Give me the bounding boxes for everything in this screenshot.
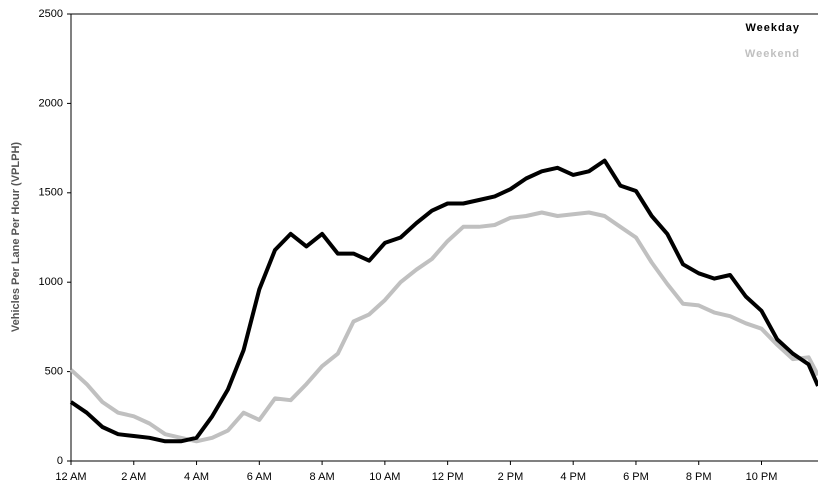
x-tick-label: 2 PM <box>498 471 524 483</box>
x-tick-label: 10 AM <box>369 471 400 483</box>
x-tick-label: 6 PM <box>623 471 649 483</box>
legend-entry: Weekend <box>745 48 800 60</box>
y-tick-label: 0 <box>57 455 63 467</box>
x-tick-label: 8 AM <box>310 471 335 483</box>
x-tick-label: 2 AM <box>121 471 146 483</box>
series-line <box>69 210 818 444</box>
x-tick-label: 12 PM <box>432 471 464 483</box>
x-tick-label: 4 AM <box>184 471 209 483</box>
y-tick-label: 1500 <box>39 187 63 199</box>
x-tick-label: 12 AM <box>55 471 86 483</box>
x-tick-label: 4 PM <box>560 471 586 483</box>
y-tick-label: 2500 <box>39 8 63 20</box>
y-axis-label: Vehicles Per Lane Per Hour (VPLPH) <box>10 142 22 332</box>
legend-entry: Weekday <box>746 22 801 34</box>
series-line <box>69 158 818 444</box>
x-tick-label: 6 AM <box>247 471 272 483</box>
y-tick-label: 2000 <box>39 97 63 109</box>
y-tick-label: 1000 <box>39 276 63 288</box>
x-tick-label: 8 PM <box>686 471 712 483</box>
x-tick-label: 10 PM <box>746 471 778 483</box>
y-tick-label: 500 <box>45 366 63 378</box>
